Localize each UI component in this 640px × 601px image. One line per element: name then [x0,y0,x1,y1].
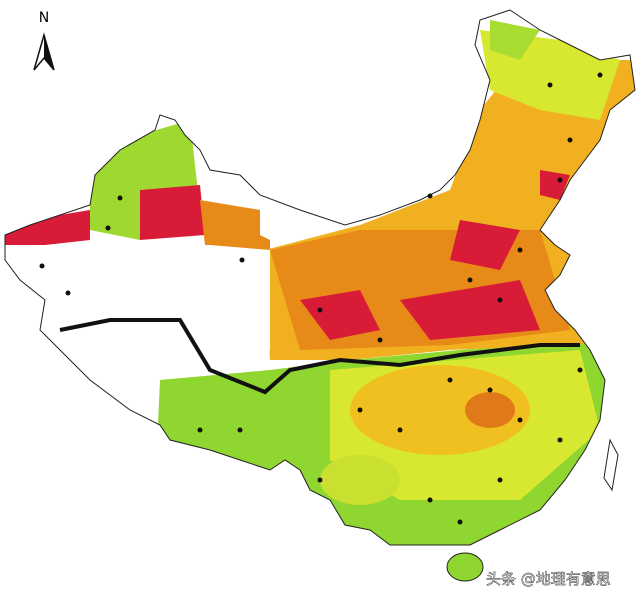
taiwan [603,438,619,492]
hainan [446,552,484,582]
divide-line [59,318,580,395]
stations [39,72,603,525]
north-arrow: N [33,10,55,71]
watermark: 头条 @地理有意思 [486,570,611,588]
north-label: N [39,10,49,26]
